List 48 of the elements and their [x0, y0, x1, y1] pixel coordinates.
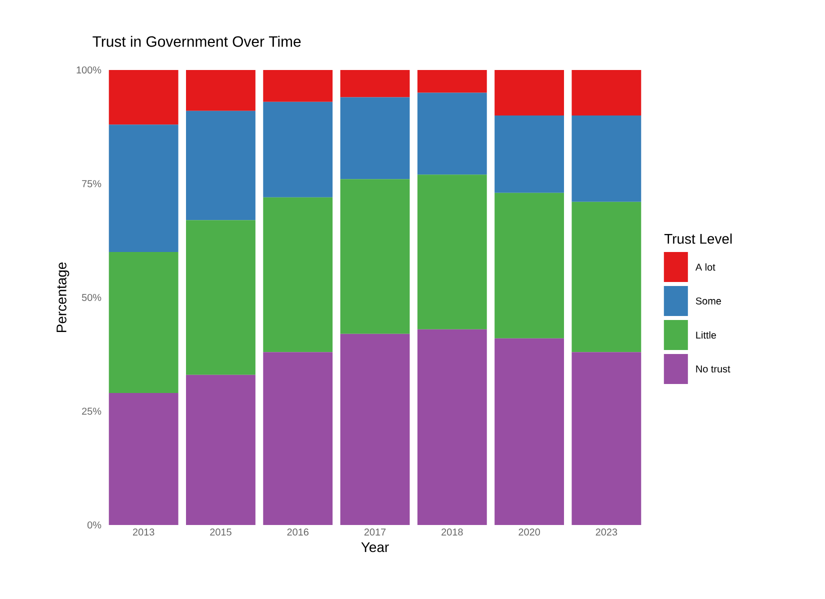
text: A lot	[695, 263, 716, 271]
bar	[417, 92, 487, 175]
bar	[263, 197, 333, 352]
x-tick-label: 2023	[596, 528, 618, 536]
x-axis-title: Year	[361, 542, 389, 552]
x-tick-label: 2017	[364, 528, 386, 536]
bar	[572, 115, 642, 202]
bar	[340, 70, 410, 98]
bar	[572, 352, 642, 525]
bar	[108, 393, 178, 525]
x-tick-label: 2015	[210, 528, 232, 536]
bar	[494, 70, 564, 116]
bar	[263, 102, 333, 198]
bar	[186, 70, 256, 111]
bar	[494, 115, 564, 193]
bar	[108, 252, 178, 394]
y-axis-title: Percentage	[56, 262, 70, 332]
bar	[263, 70, 333, 102]
bar	[108, 124, 178, 252]
bar	[572, 202, 642, 352]
y-tick-label: 50%	[82, 294, 102, 302]
y-tick-label: 25%	[82, 408, 102, 415]
chart-title: Trust in Government Over Time	[92, 36, 301, 47]
bar	[340, 334, 410, 525]
x-tick-label: 2013	[133, 528, 154, 536]
bar	[340, 97, 410, 180]
bar	[417, 70, 487, 93]
legend-title: Trust Level	[664, 234, 732, 244]
bar	[494, 338, 564, 525]
bar	[417, 329, 487, 525]
y-tick-label: 0%	[87, 521, 102, 529]
bar	[572, 70, 642, 116]
x-tick-label: 2020	[518, 528, 540, 536]
bar	[494, 192, 564, 338]
text: No trust	[696, 366, 730, 372]
bar	[417, 174, 487, 330]
y-tick-label: 100%	[76, 66, 102, 74]
x-tick-label: 2016	[287, 528, 309, 536]
bar	[186, 374, 256, 525]
text: Some	[696, 297, 721, 305]
bar	[186, 110, 256, 220]
bar	[340, 179, 410, 334]
bar	[186, 220, 256, 375]
bar	[108, 70, 178, 125]
text: Little	[696, 331, 716, 339]
y-tick-label: 75%	[82, 180, 102, 188]
bar	[263, 352, 333, 525]
x-tick-label: 2018	[442, 528, 463, 536]
